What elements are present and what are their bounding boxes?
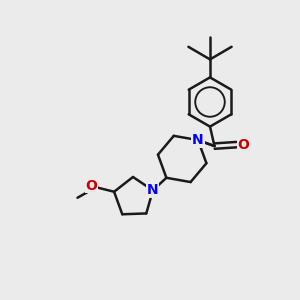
Text: O: O bbox=[86, 179, 98, 193]
Text: N: N bbox=[192, 133, 204, 147]
Text: N: N bbox=[147, 183, 159, 197]
Text: N: N bbox=[192, 133, 204, 147]
Text: O: O bbox=[238, 138, 250, 152]
